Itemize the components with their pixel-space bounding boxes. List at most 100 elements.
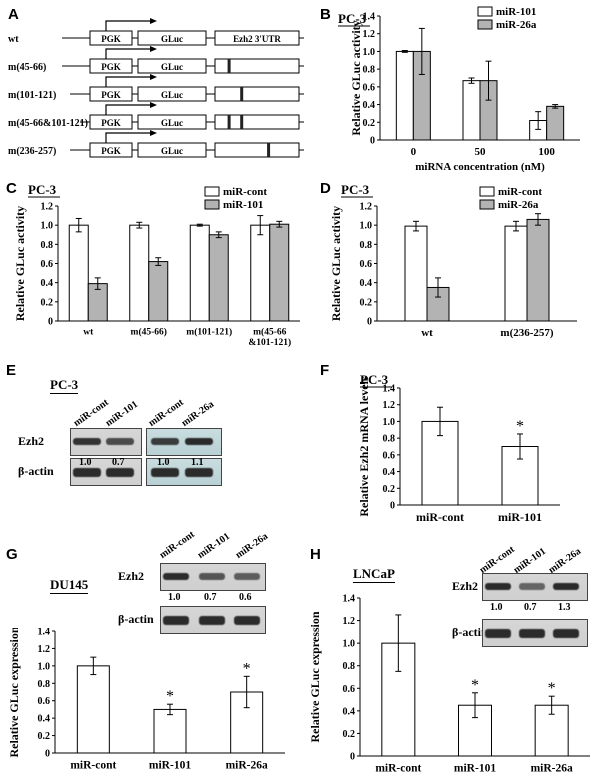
x-tick-label: m(236-257) bbox=[500, 327, 553, 339]
y-axis-label: Relative GLuc activity bbox=[13, 206, 27, 321]
legend-swatch bbox=[479, 199, 495, 210]
protein-label: Ezh2 bbox=[18, 434, 45, 448]
chart-title: PC-3 bbox=[341, 182, 370, 197]
promoter-arrowhead bbox=[150, 74, 157, 80]
promoter-box bbox=[89, 114, 133, 130]
y-tick-label: 1.0 bbox=[363, 47, 376, 58]
x-tick-label: miR-101 bbox=[454, 763, 496, 775]
promoter-arrowhead bbox=[150, 102, 157, 108]
x-tick-label: m(45-66) bbox=[131, 327, 167, 338]
y-tick-label: 1.0 bbox=[343, 639, 356, 650]
y-tick-label: 0.4 bbox=[41, 278, 54, 289]
gluc-box bbox=[137, 30, 207, 46]
legend-swatch bbox=[477, 6, 493, 17]
x-tick-label: miR-cont bbox=[416, 510, 464, 524]
blot-band-actin bbox=[73, 468, 101, 477]
promoter-box bbox=[89, 58, 133, 74]
bar-chart-g: 0 0.2 0.4 0.6 0.8 1.0 1.2 1.4 Relative GLuc expr… bbox=[7, 628, 285, 772]
panel-letter-g: G bbox=[6, 546, 18, 563]
band-ratio: 1.3 bbox=[558, 602, 571, 613]
protein-label: β-actin bbox=[452, 625, 488, 639]
bar bbox=[526, 218, 550, 322]
y-axis-label: Relative GLuc activity bbox=[349, 20, 363, 135]
y-tick-label: 1.0 bbox=[38, 661, 51, 672]
promoter-label: PGK bbox=[101, 118, 121, 128]
blot-band-ezh2 bbox=[485, 583, 511, 590]
promoter-box bbox=[89, 30, 133, 46]
x-tick-label: &101-121) bbox=[248, 337, 291, 348]
construct-name: m(45-66&101-121) bbox=[8, 118, 88, 129]
panel-letter-d: D bbox=[320, 180, 331, 197]
x-tick-label: wt bbox=[421, 327, 433, 339]
x-tick-label: m(101-121) bbox=[186, 327, 232, 338]
y-tick-label: 1.4 bbox=[38, 628, 51, 638]
y-tick-label: 0.4 bbox=[38, 714, 51, 725]
y-tick-label: 0.6 bbox=[343, 684, 356, 695]
blot-band-actin bbox=[163, 616, 189, 625]
bar bbox=[76, 665, 110, 754]
legend-label: miR-101 bbox=[496, 6, 536, 18]
y-tick-label: 0.6 bbox=[360, 259, 373, 270]
blot-band-ezh2 bbox=[73, 438, 101, 445]
legend-label: miR-26a bbox=[496, 19, 537, 31]
construct-name: m(236-257) bbox=[8, 146, 56, 157]
mutation-mark bbox=[227, 59, 231, 73]
legend-swatch bbox=[204, 199, 220, 210]
promoter-box bbox=[89, 142, 133, 158]
gluc-label: GLuc bbox=[161, 146, 183, 156]
band-ratio: 1.0 bbox=[168, 592, 181, 603]
x-tick-label: m(45-66 bbox=[253, 327, 286, 338]
utr-box bbox=[214, 114, 300, 130]
y-tick-label: 0 bbox=[370, 136, 375, 147]
lane-label: miR-cont bbox=[477, 544, 517, 576]
x-tick-label: wt bbox=[83, 328, 94, 338]
blot-band-actin bbox=[519, 629, 545, 638]
x-tick-label: miR-cont bbox=[70, 760, 116, 772]
x-tick-label: 50 bbox=[475, 146, 487, 158]
lane-label: miR-26a bbox=[233, 530, 271, 561]
y-tick-label: 0.6 bbox=[383, 450, 396, 461]
x-tick-label: 0 bbox=[411, 146, 417, 158]
y-tick-label: 1.2 bbox=[343, 616, 356, 627]
y-tick-label: 1.4 bbox=[383, 384, 396, 395]
promoter-arrow bbox=[105, 20, 150, 31]
lane-label: miR-26a bbox=[179, 398, 217, 429]
blot-band-ezh2 bbox=[519, 583, 545, 590]
y-tick-label: 1.2 bbox=[360, 202, 373, 213]
mutation-mark bbox=[240, 115, 244, 129]
bar bbox=[208, 234, 229, 322]
y-tick-label: 0.2 bbox=[363, 118, 376, 129]
significance-star: * bbox=[471, 677, 479, 694]
y-tick-label: 0.2 bbox=[360, 297, 373, 308]
y-tick-label: 0.2 bbox=[41, 297, 54, 308]
y-tick-label: 1.0 bbox=[41, 221, 54, 232]
promoter-label: PGK bbox=[101, 146, 121, 156]
y-tick-label: 0.8 bbox=[363, 65, 376, 76]
blot-band-ezh2 bbox=[199, 573, 225, 580]
lane-label: miR-cont bbox=[157, 529, 197, 561]
blot-band-actin bbox=[485, 629, 511, 638]
legend-label: miR-101 bbox=[223, 199, 263, 211]
chart-title: PC-3 bbox=[360, 372, 389, 387]
x-tick-label: miR-26a bbox=[226, 760, 268, 772]
promoter-arrow bbox=[105, 132, 150, 143]
band-ratio: 1.0 bbox=[79, 457, 92, 468]
legend-label: miR-26a bbox=[498, 199, 539, 211]
bar bbox=[504, 225, 528, 322]
bar bbox=[250, 224, 271, 322]
gluc-box bbox=[137, 142, 207, 158]
promoter-label: PGK bbox=[101, 90, 121, 100]
y-tick-label: 0.8 bbox=[383, 434, 396, 445]
mutation-mark bbox=[267, 143, 271, 157]
band-ratio: 0.6 bbox=[239, 592, 252, 603]
protein-label: Ezh2 bbox=[452, 579, 479, 593]
promoter-arrowhead bbox=[150, 130, 157, 136]
y-tick-label: 0 bbox=[45, 749, 50, 760]
bar bbox=[404, 225, 428, 322]
y-tick-label: 0.6 bbox=[363, 82, 376, 93]
blot-h-cell-line: LNCaP bbox=[353, 566, 395, 583]
utr-box bbox=[214, 86, 300, 102]
y-tick-label: 0.8 bbox=[360, 240, 373, 251]
significance-star: * bbox=[243, 660, 251, 677]
x-tick-label: miR-26a bbox=[531, 763, 573, 775]
